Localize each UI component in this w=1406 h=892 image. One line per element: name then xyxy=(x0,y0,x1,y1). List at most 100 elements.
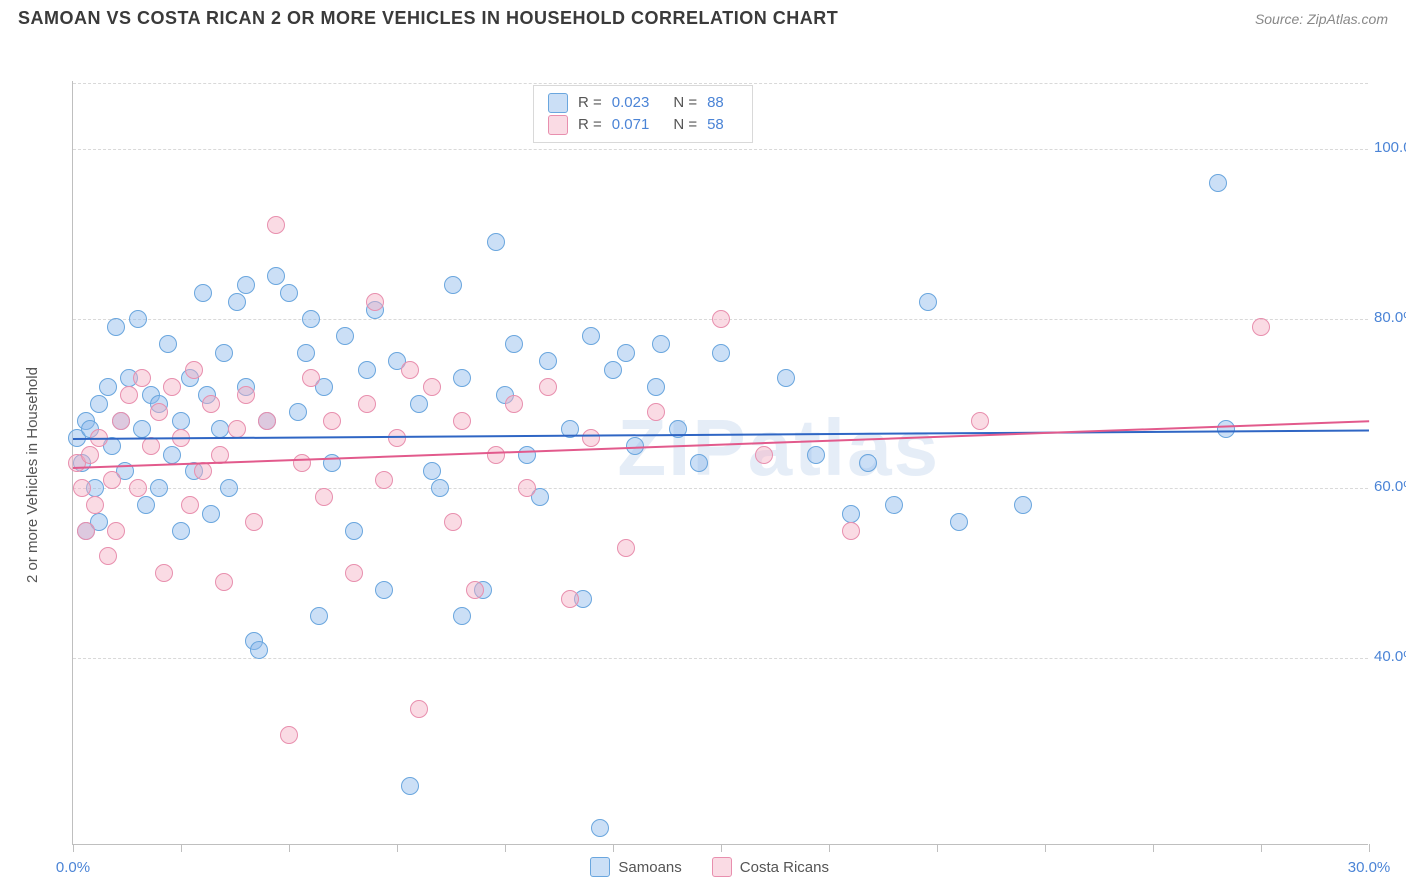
data-point xyxy=(859,454,877,472)
data-point xyxy=(336,327,354,345)
data-point xyxy=(163,378,181,396)
legend-stats-row: R = 0.023 N = 88 xyxy=(548,92,738,114)
data-point xyxy=(215,344,233,362)
legend-swatch xyxy=(548,115,568,135)
data-point xyxy=(539,352,557,370)
data-point xyxy=(971,412,989,430)
legend-label: Costa Ricans xyxy=(740,859,829,876)
source-prefix: Source: xyxy=(1255,11,1307,27)
legend-r-label: R = xyxy=(578,92,602,114)
data-point xyxy=(237,386,255,404)
data-point xyxy=(302,310,320,328)
data-point xyxy=(297,344,315,362)
data-point xyxy=(81,446,99,464)
data-point xyxy=(1217,420,1235,438)
data-point xyxy=(120,386,138,404)
data-point xyxy=(293,454,311,472)
y-tick-label: 100.0% xyxy=(1374,139,1406,156)
legend-item: Costa Ricans xyxy=(712,857,829,877)
data-point xyxy=(99,378,117,396)
y-tick-label: 60.0% xyxy=(1374,478,1406,495)
data-point xyxy=(375,471,393,489)
legend-bottom: Samoans Costa Ricans xyxy=(590,857,829,877)
x-tick xyxy=(505,844,506,852)
data-point xyxy=(561,590,579,608)
data-point xyxy=(289,403,307,421)
plot-area: ZIPatlas 40.0%60.0%80.0%100.0%0.0%30.0%R… xyxy=(72,81,1368,845)
data-point xyxy=(617,344,635,362)
data-point xyxy=(150,479,168,497)
data-point xyxy=(410,395,428,413)
legend-n-label: N = xyxy=(673,114,697,136)
data-point xyxy=(112,412,130,430)
legend-r-value: 0.023 xyxy=(612,92,650,114)
data-point xyxy=(842,505,860,523)
x-tick xyxy=(1045,844,1046,852)
legend-n-label: N = xyxy=(673,92,697,114)
data-point xyxy=(712,310,730,328)
data-point xyxy=(358,395,376,413)
data-point xyxy=(137,496,155,514)
data-point xyxy=(245,513,263,531)
data-point xyxy=(181,496,199,514)
legend-label: Samoans xyxy=(618,859,681,876)
data-point xyxy=(604,361,622,379)
data-point xyxy=(582,429,600,447)
data-point xyxy=(358,361,376,379)
legend-item: Samoans xyxy=(590,857,681,877)
data-point xyxy=(487,446,505,464)
data-point xyxy=(345,564,363,582)
chart-source: Source: ZipAtlas.com xyxy=(1255,11,1388,27)
x-tick xyxy=(289,844,290,852)
data-point xyxy=(228,293,246,311)
data-point xyxy=(302,369,320,387)
x-tick xyxy=(613,844,614,852)
data-point xyxy=(755,446,773,464)
data-point xyxy=(591,819,609,837)
trend-line xyxy=(73,429,1369,439)
data-point xyxy=(366,293,384,311)
data-point xyxy=(919,293,937,311)
data-point xyxy=(505,335,523,353)
data-point xyxy=(202,505,220,523)
legend-swatch xyxy=(548,93,568,113)
data-point xyxy=(73,479,91,497)
data-point xyxy=(250,641,268,659)
legend-swatch xyxy=(590,857,610,877)
data-point xyxy=(652,335,670,353)
data-point xyxy=(159,335,177,353)
x-tick xyxy=(721,844,722,852)
data-point xyxy=(280,726,298,744)
data-point xyxy=(228,420,246,438)
data-point xyxy=(129,479,147,497)
data-point xyxy=(99,547,117,565)
data-point xyxy=(431,479,449,497)
x-tick-label: 30.0% xyxy=(1348,859,1391,876)
legend-stats: R =0.023N =88R =0.071N =58 xyxy=(533,85,753,143)
data-point xyxy=(582,327,600,345)
data-point xyxy=(77,522,95,540)
data-point xyxy=(453,412,471,430)
data-point xyxy=(107,318,125,336)
data-point xyxy=(150,403,168,421)
data-point xyxy=(518,446,536,464)
data-point xyxy=(518,479,536,497)
legend-r-value: 0.071 xyxy=(612,114,650,136)
data-point xyxy=(690,454,708,472)
y-axis-title: 2 or more Vehicles in Household xyxy=(24,367,41,583)
gridline xyxy=(73,658,1368,659)
data-point xyxy=(155,564,173,582)
legend-r-label: R = xyxy=(578,114,602,136)
data-point xyxy=(375,581,393,599)
data-point xyxy=(466,581,484,599)
legend-n-value: 88 xyxy=(707,92,724,114)
data-point xyxy=(1209,174,1227,192)
data-point xyxy=(142,437,160,455)
data-point xyxy=(410,700,428,718)
data-point xyxy=(423,378,441,396)
x-tick xyxy=(1153,844,1154,852)
data-point xyxy=(1014,496,1032,514)
data-point xyxy=(712,344,730,362)
x-tick xyxy=(829,844,830,852)
data-point xyxy=(280,284,298,302)
